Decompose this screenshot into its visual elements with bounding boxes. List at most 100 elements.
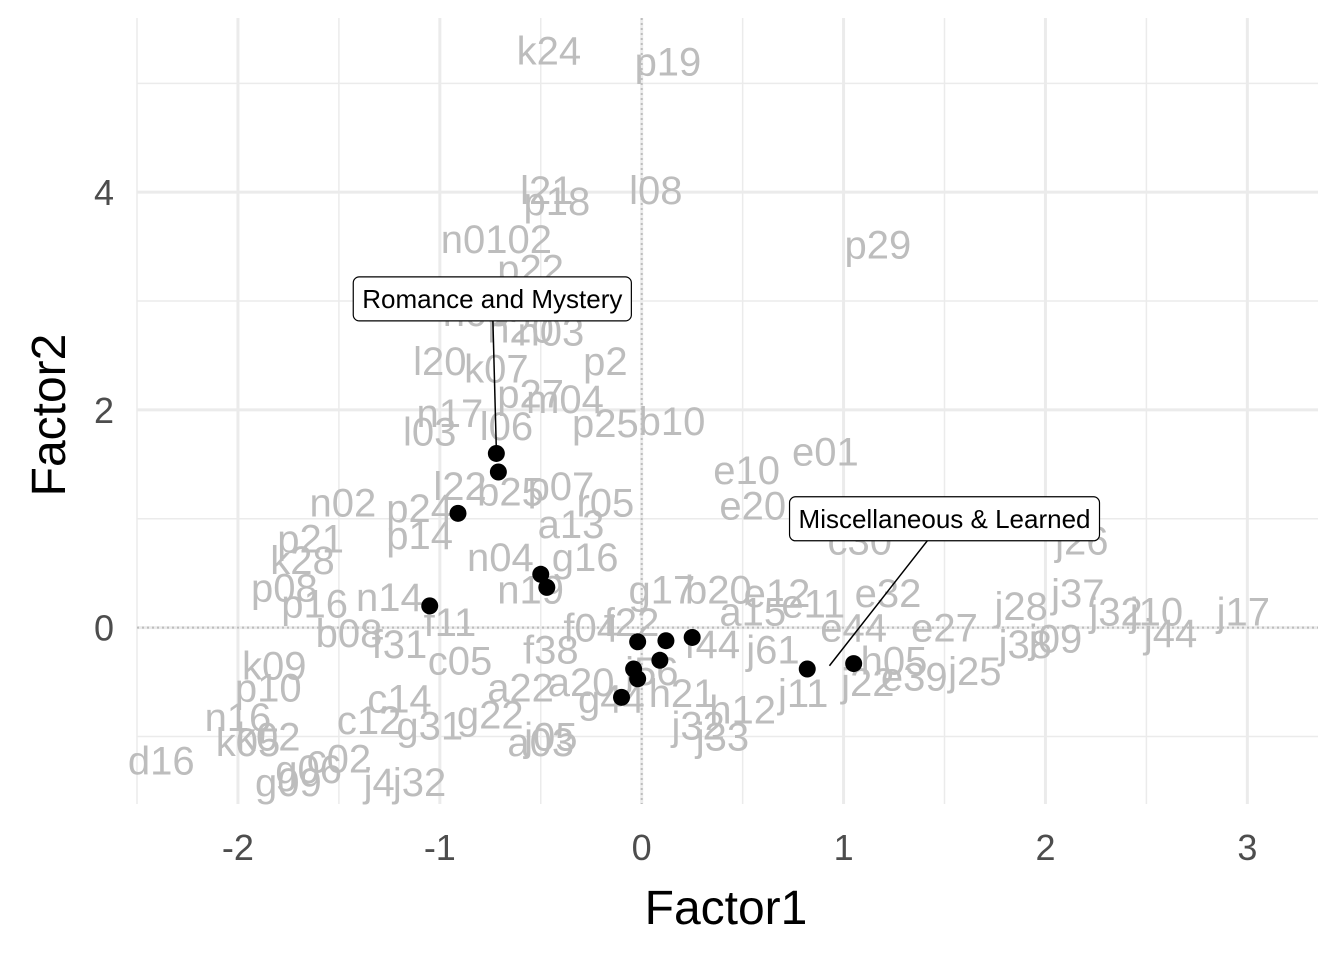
- point-label: g06: [275, 748, 342, 792]
- highlight-point: [798, 660, 816, 678]
- point-label: n04: [467, 536, 534, 580]
- point-label: p21: [277, 517, 344, 561]
- point-label: n0102: [441, 218, 552, 262]
- highlight-point: [657, 632, 675, 650]
- point-label: a20: [548, 661, 615, 705]
- point-label: e32: [855, 572, 922, 616]
- highlight-point: [629, 670, 647, 688]
- point-label: j09: [1028, 618, 1082, 662]
- x-tick-label: 2: [1035, 827, 1055, 868]
- point-label: c05: [428, 639, 493, 683]
- point-label: j33: [695, 716, 749, 760]
- point-label: l20: [413, 340, 466, 384]
- point-label: e11: [781, 583, 845, 627]
- highlight-point: [845, 655, 863, 673]
- point-label: j32: [392, 761, 446, 805]
- point-label: j05: [523, 716, 577, 760]
- point-label: p29: [845, 223, 912, 267]
- point-label: n14: [356, 576, 423, 620]
- point-label: h12: [709, 688, 776, 732]
- point-label: b20: [685, 569, 752, 613]
- highlighted-points: [421, 444, 863, 706]
- y-tick-label: 2: [94, 390, 114, 431]
- point-label: k07: [464, 348, 529, 392]
- point-label: j25: [947, 650, 1001, 694]
- x-tick-label: 0: [632, 827, 652, 868]
- point-label: l06: [480, 405, 533, 449]
- point-label: j10: [1129, 590, 1183, 634]
- y-tick-label: 4: [94, 172, 114, 213]
- x-axis-tick-labels: -2 -1 0 1 2 3: [222, 827, 1257, 868]
- highlight-point: [683, 628, 701, 646]
- highlight-point: [449, 504, 467, 522]
- point-label: a22: [487, 667, 554, 711]
- point-label: c12: [337, 699, 402, 743]
- highlight-point: [489, 463, 507, 481]
- point-label: j11: [777, 672, 828, 716]
- point-label: l08: [629, 169, 682, 213]
- x-tick-label: -2: [222, 827, 254, 868]
- annotation-label: Miscellaneous & Learned: [799, 504, 1091, 534]
- annotation-label: Romance and Mystery: [362, 284, 622, 314]
- point-label: g17: [629, 569, 696, 613]
- x-tick-label: 3: [1237, 827, 1257, 868]
- point-label: e44: [820, 607, 887, 651]
- point-label: l03: [403, 411, 456, 455]
- highlight-point: [538, 578, 556, 596]
- point-label: j17: [1216, 590, 1270, 634]
- point-label: p27: [497, 373, 564, 417]
- highlight-point: [613, 688, 631, 706]
- point-label: k05: [216, 721, 281, 765]
- point-label: e27: [911, 607, 978, 651]
- x-axis-title: Factor1: [645, 882, 808, 935]
- point-label: p14: [386, 514, 453, 558]
- annotation-box: [788, 496, 1101, 542]
- point-label: f38: [523, 628, 579, 672]
- point-label: j4: [363, 761, 395, 805]
- point-label: n17: [417, 392, 484, 436]
- point-label: j32: [671, 705, 725, 749]
- point-label: g22: [457, 694, 524, 738]
- point-label: p10: [235, 667, 302, 711]
- highlight-point: [532, 565, 550, 583]
- point-label: j32: [1088, 590, 1142, 634]
- y-tick-label: 0: [94, 608, 114, 649]
- point-label: f31: [372, 623, 428, 667]
- point-label: p08: [251, 566, 318, 610]
- point-label: p18: [524, 180, 591, 224]
- point-label: l22: [433, 465, 486, 509]
- annotation-connector: [828, 518, 946, 667]
- point-label: h05: [861, 639, 928, 683]
- point-label: c14: [367, 677, 432, 721]
- point-label: n02: [310, 481, 377, 525]
- point-label: p16: [281, 583, 348, 627]
- point-label: f04: [563, 607, 619, 651]
- point-label: j44: [1143, 612, 1197, 656]
- point-label: h21: [649, 672, 716, 716]
- point-label: j61: [745, 628, 799, 672]
- highlight-point: [421, 597, 439, 615]
- highlight-point: [629, 633, 647, 651]
- annotation-connector: [491, 298, 498, 451]
- annotations: Romance and Mystery Miscellaneous & Learn…: [352, 276, 1101, 667]
- annotation-box: [352, 276, 632, 322]
- y-axis-title: Factor2: [23, 334, 76, 497]
- grid: [136, 18, 1318, 804]
- point-label: e10: [713, 449, 780, 493]
- point-label: k09: [242, 645, 307, 689]
- point-label: e39: [881, 656, 948, 700]
- point-label: m04: [526, 378, 604, 422]
- point-label: j37: [1050, 572, 1104, 616]
- x-tick-label: 1: [834, 827, 854, 868]
- point-label: e12: [744, 572, 811, 616]
- point-label: k28: [270, 539, 335, 583]
- point-label: b10: [639, 400, 706, 444]
- point-label: j38: [998, 623, 1052, 667]
- point-label: n16: [205, 696, 272, 740]
- point-label: j28: [994, 585, 1048, 629]
- point-label: l21: [520, 169, 573, 213]
- point-label: p2: [583, 340, 628, 384]
- point-label: k24: [517, 30, 582, 74]
- highlight-point: [651, 651, 669, 669]
- point-label: d16: [128, 739, 195, 783]
